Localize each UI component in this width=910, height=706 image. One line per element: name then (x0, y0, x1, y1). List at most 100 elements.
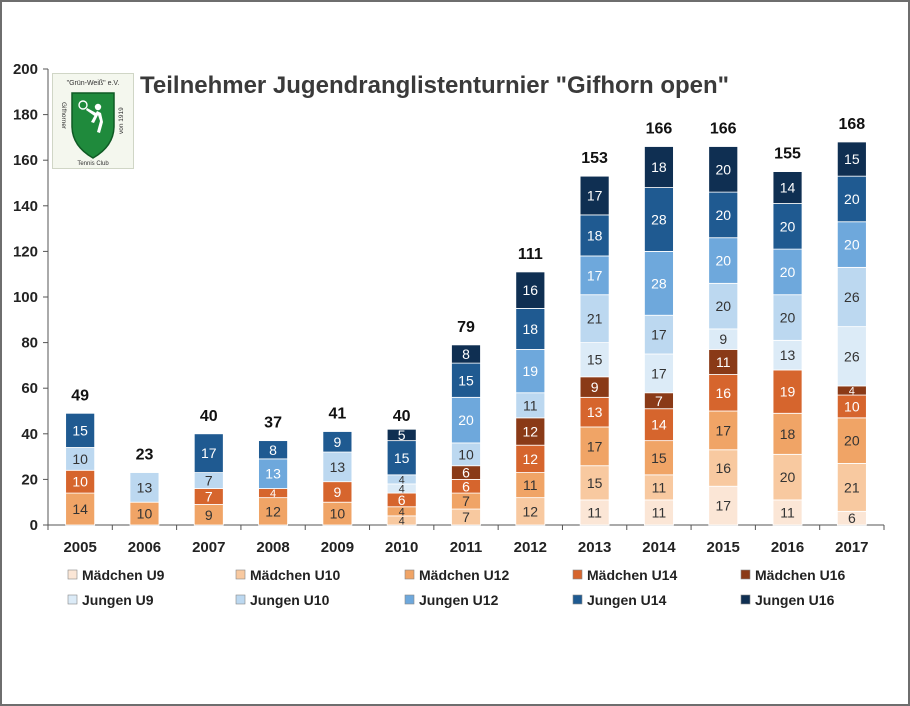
segment-value-label: 8 (462, 346, 470, 362)
x-tick-label: 2009 (321, 539, 354, 556)
segment-value-label: 28 (651, 212, 667, 228)
x-tick-label: 2012 (514, 539, 547, 556)
bar-segment (579, 396, 610, 428)
x-tick-label: 2013 (578, 539, 611, 556)
segment-value-label: 11 (523, 397, 538, 413)
segment-value-label: 18 (587, 227, 603, 243)
segment-value-label: 18 (780, 426, 796, 442)
total-label: 23 (136, 447, 154, 464)
segment-value-label: 19 (523, 363, 539, 379)
segment-value-label: 17 (587, 188, 603, 204)
segment-value-label: 6 (462, 478, 470, 494)
legend-swatch (404, 569, 415, 580)
bar-segment (322, 431, 353, 453)
segment-value-label: 11 (587, 505, 602, 521)
bar-segment (644, 146, 674, 188)
bar-segment (772, 453, 803, 501)
bar-segment (386, 440, 417, 476)
total-label: 40 (393, 408, 411, 425)
segment-value-label: 11 (523, 477, 538, 493)
bar-segment (708, 191, 739, 239)
bar-segment (708, 449, 739, 487)
segment-value-label: 14 (651, 417, 667, 433)
logo-text-left: Gifhorner (60, 102, 67, 130)
logo-text-bottom: Tennis Club (77, 161, 109, 167)
shield-icon (71, 92, 115, 159)
bar-segment (644, 353, 674, 394)
segment-value-label: 10 (72, 451, 88, 467)
segment-value-label: 4 (399, 506, 405, 518)
segment-value-label: 4 (399, 515, 405, 527)
value-labels: 1410101549200510132320069771740200712413… (63, 116, 868, 556)
total-label: 79 (457, 319, 475, 336)
bar-segment (772, 499, 803, 526)
segment-value-label: 11 (780, 505, 795, 521)
legend-label: Mädchen U12 (419, 567, 509, 583)
total-label: 41 (328, 406, 346, 423)
segment-value-label: 7 (205, 473, 213, 489)
segment-value-label: 17 (651, 327, 667, 343)
segment-value-label: 12 (523, 451, 539, 467)
y-tick-label: 20 (21, 471, 38, 488)
y-tick-label: 120 (13, 243, 38, 260)
bar-segment (708, 282, 739, 330)
x-tick-label: 2006 (128, 539, 161, 556)
segment-value-label: 14 (72, 501, 88, 517)
segment-value-label: 10 (137, 506, 153, 522)
x-tick-label: 2016 (771, 539, 804, 556)
segment-value-label: 18 (523, 321, 539, 337)
segment-value-label: 13 (330, 459, 346, 475)
x-tick-label: 2005 (63, 539, 96, 556)
segment-value-label: 17 (201, 445, 217, 461)
segment-value-label: 20 (780, 469, 796, 485)
segment-value-label: 20 (844, 191, 860, 207)
legend-swatch (235, 594, 246, 605)
segment-value-label: 15 (458, 372, 474, 388)
bar-segment (515, 349, 546, 394)
bar-segment (579, 294, 610, 344)
segment-value-label: 13 (137, 479, 153, 495)
segment-value-label: 9 (205, 507, 213, 523)
bar-segment (193, 433, 224, 473)
bar-segment (579, 499, 610, 526)
total-label: 166 (710, 121, 737, 138)
bar-segment (515, 392, 546, 419)
segment-value-label: 4 (399, 483, 405, 495)
legend-label: Jungen U9 (82, 592, 154, 608)
x-tick-label: 2015 (707, 539, 740, 556)
bar-segment (644, 474, 674, 501)
segment-value-label: 20 (844, 433, 860, 449)
bar-segment (386, 428, 417, 442)
bar-segment (644, 499, 674, 526)
bar-segment (644, 187, 674, 252)
y-tick-label: 140 (13, 198, 38, 215)
legend-swatch (235, 569, 246, 580)
legend-swatch (67, 569, 78, 580)
segment-value-label: 16 (715, 385, 731, 401)
bar-segment (644, 314, 674, 355)
segment-value-label: 17 (715, 422, 731, 438)
bar-segment (451, 396, 481, 444)
legend-swatch (67, 594, 78, 605)
bar-segment (515, 271, 546, 309)
bar-segment (258, 440, 288, 460)
segment-value-label: 9 (333, 434, 341, 450)
segment-value-label: 14 (780, 180, 796, 196)
segment-value-label: 9 (719, 331, 727, 347)
legend-swatch (740, 594, 751, 605)
bar-segment (644, 440, 674, 476)
total-label: 40 (200, 408, 218, 425)
segment-value-label: 13 (587, 404, 603, 420)
bar-segment (644, 408, 674, 442)
segment-value-label: 12 (523, 424, 539, 440)
bar-segment (708, 146, 739, 193)
total-label: 111 (518, 246, 543, 263)
x-tick-label: 2017 (835, 539, 868, 556)
bar-segment (65, 412, 96, 448)
logo-text-right: von 1919 (118, 107, 125, 134)
total-label: 153 (581, 150, 608, 167)
x-tick-label: 2008 (256, 539, 289, 556)
segment-value-label: 7 (462, 493, 470, 509)
chart-title: Teilnehmer Jugendranglistenturnier "Gifh… (140, 72, 730, 99)
